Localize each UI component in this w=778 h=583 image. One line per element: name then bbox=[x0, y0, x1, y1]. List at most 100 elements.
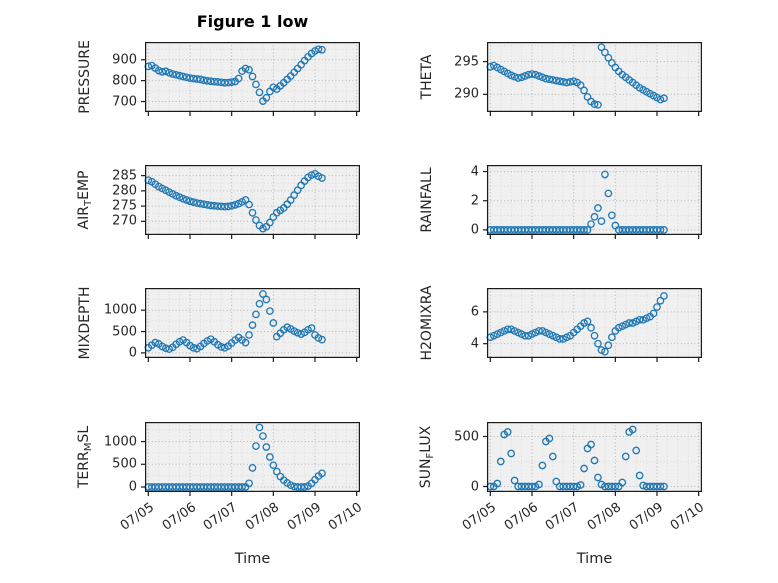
data-point bbox=[590, 100, 599, 109]
data-point bbox=[660, 226, 668, 234]
data-point bbox=[614, 323, 623, 332]
xtick-label: 07/06 bbox=[159, 500, 199, 534]
axes-frame bbox=[145, 422, 361, 493]
data-point bbox=[231, 201, 239, 209]
data-point bbox=[248, 72, 257, 81]
ytick-label-sun-flux: 500 bbox=[454, 429, 479, 444]
xtick-label: 07/08 bbox=[242, 500, 282, 534]
data-point bbox=[545, 75, 554, 84]
data-point bbox=[489, 331, 498, 340]
data-point bbox=[542, 328, 550, 337]
ylabel-text: SUN bbox=[418, 458, 435, 489]
data-point bbox=[517, 73, 526, 82]
grid-minor bbox=[487, 288, 702, 358]
data-point bbox=[601, 48, 609, 57]
data-markers bbox=[486, 292, 668, 356]
data-point bbox=[590, 212, 599, 221]
data-point bbox=[618, 478, 627, 487]
data-point bbox=[660, 94, 668, 103]
ylabel-text: MIXDEPTH bbox=[77, 286, 93, 360]
data-point bbox=[248, 321, 257, 329]
ytick-label-air-temp: 275 bbox=[112, 198, 137, 214]
data-point bbox=[252, 216, 260, 224]
data-point bbox=[245, 200, 253, 209]
data-point bbox=[262, 443, 271, 451]
data-point bbox=[318, 174, 326, 182]
data-point bbox=[573, 482, 581, 491]
data-markers bbox=[144, 423, 326, 491]
data-point bbox=[521, 331, 529, 340]
plot-theta bbox=[483, 42, 703, 116]
ylabel-text: SL bbox=[76, 425, 93, 443]
axis-ticks bbox=[483, 61, 700, 116]
data-markers bbox=[486, 43, 668, 109]
plot-sun-flux bbox=[483, 422, 703, 496]
data-markers bbox=[144, 169, 326, 233]
xtick-label: 07/05 bbox=[117, 500, 157, 534]
data-point bbox=[255, 299, 264, 308]
data-point bbox=[597, 43, 606, 52]
data-point bbox=[217, 343, 226, 351]
xtick-label: 07/09 bbox=[626, 500, 666, 534]
ylabel-text: TERR bbox=[76, 451, 93, 489]
data-point bbox=[604, 341, 613, 350]
ylabel-air-temp: AIRTEMP bbox=[76, 171, 94, 230]
plot-mixdepth bbox=[141, 288, 361, 362]
data-point bbox=[262, 295, 271, 304]
axis-ticks bbox=[141, 175, 358, 239]
data-point bbox=[189, 198, 198, 206]
grid-minor bbox=[145, 422, 360, 492]
ytick-label-mixdepth: 0 bbox=[128, 345, 137, 361]
data-point bbox=[241, 64, 250, 73]
axis-ticks bbox=[141, 309, 358, 362]
axes-frame bbox=[145, 288, 361, 359]
data-point bbox=[587, 220, 595, 228]
data-point bbox=[528, 482, 536, 491]
data-point bbox=[510, 476, 519, 485]
data-point bbox=[252, 442, 260, 450]
axes-frame bbox=[145, 165, 361, 236]
data-point bbox=[552, 333, 561, 342]
grid-major bbox=[487, 422, 702, 492]
data-point bbox=[182, 73, 191, 82]
data-point bbox=[635, 315, 644, 324]
ytick-label-air-temp: 280 bbox=[112, 183, 137, 199]
data-point bbox=[168, 70, 177, 78]
data-point bbox=[535, 72, 543, 80]
axis-ticks bbox=[141, 59, 358, 116]
data-point bbox=[545, 434, 554, 443]
ytick-label-rainfall: 2 bbox=[470, 193, 479, 209]
data-point bbox=[555, 335, 564, 343]
data-point bbox=[193, 199, 201, 207]
data-point bbox=[531, 70, 540, 79]
data-point bbox=[318, 335, 326, 344]
data-point bbox=[269, 461, 278, 470]
axes-frame bbox=[487, 422, 703, 493]
xtick-label: 07/06 bbox=[501, 500, 541, 534]
data-point bbox=[611, 482, 620, 491]
subplot-rainfall: RAINFALL 0 2 4 bbox=[419, 164, 703, 239]
data-point bbox=[200, 76, 208, 85]
data-point bbox=[604, 53, 613, 62]
data-point bbox=[562, 78, 571, 87]
data-point bbox=[656, 95, 665, 104]
data-point bbox=[259, 432, 267, 440]
data-point bbox=[538, 73, 547, 82]
figure-title: Figure 1 low bbox=[196, 12, 309, 31]
data-point bbox=[189, 74, 198, 83]
xtick-label: 07/07 bbox=[542, 500, 583, 534]
xtick-label: 07/10 bbox=[325, 500, 366, 534]
data-point bbox=[580, 226, 588, 234]
data-point bbox=[608, 211, 616, 220]
data-point bbox=[548, 76, 557, 84]
data-point bbox=[151, 338, 160, 347]
ylabel-text: RAINFALL bbox=[419, 167, 435, 233]
data-point bbox=[255, 88, 264, 97]
data-point bbox=[594, 100, 602, 109]
ytick-label-terr-msl: 500 bbox=[112, 456, 137, 472]
axes-frame bbox=[487, 165, 703, 236]
data-point bbox=[601, 347, 609, 356]
ytick-label-terr-msl: 0 bbox=[128, 479, 137, 495]
data-point bbox=[245, 479, 253, 488]
